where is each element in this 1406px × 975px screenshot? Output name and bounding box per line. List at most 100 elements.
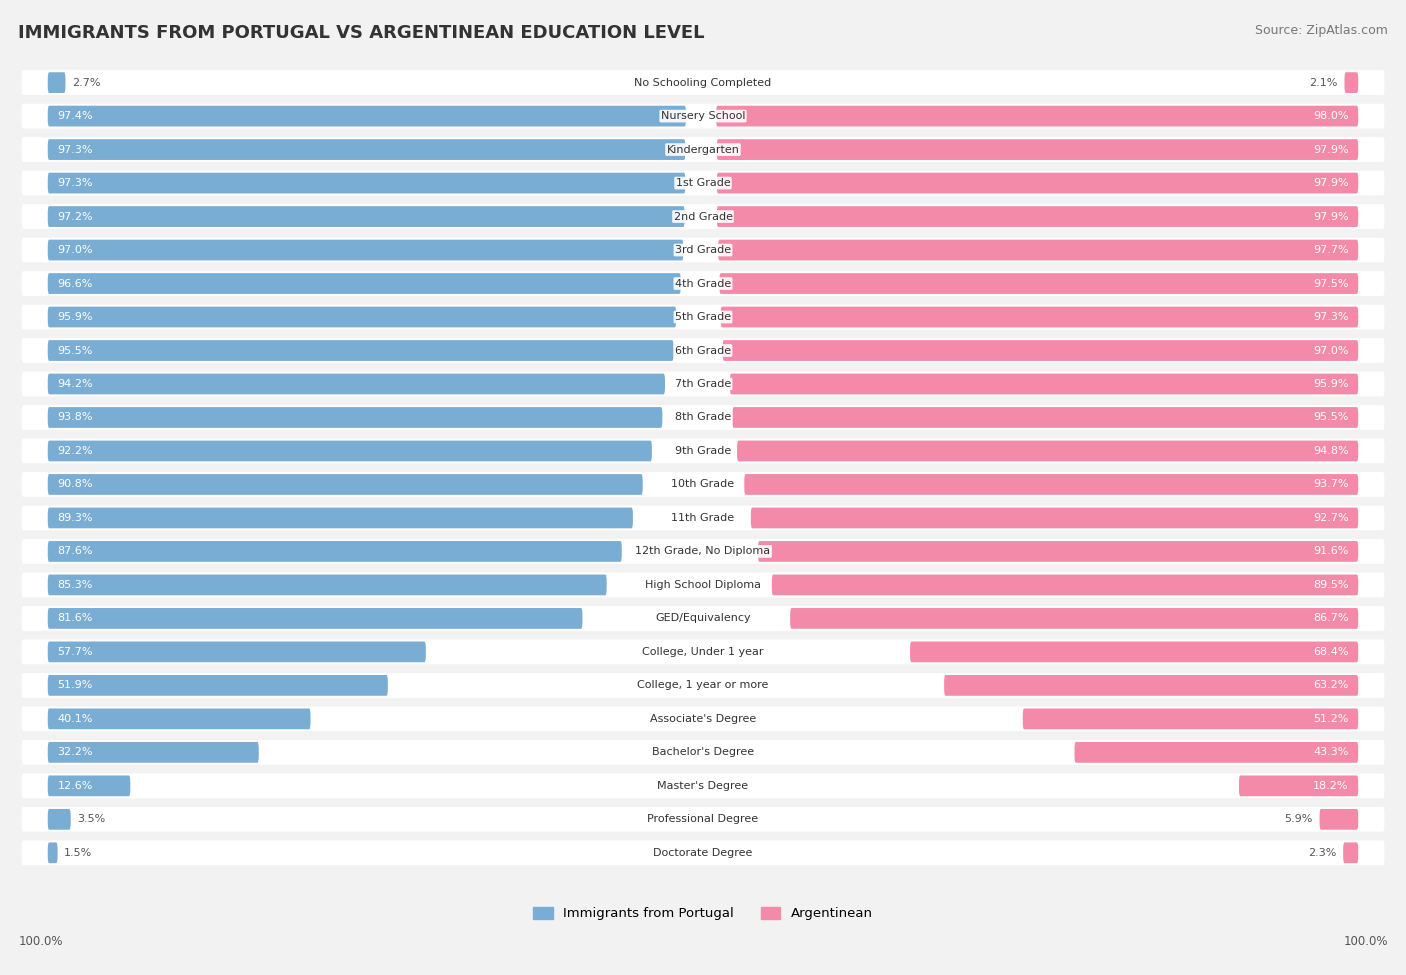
FancyBboxPatch shape [21, 773, 1385, 799]
Text: 95.9%: 95.9% [1313, 379, 1348, 389]
FancyBboxPatch shape [48, 742, 259, 762]
Text: 2nd Grade: 2nd Grade [673, 212, 733, 221]
FancyBboxPatch shape [21, 707, 1385, 731]
Text: 63.2%: 63.2% [1313, 681, 1348, 690]
FancyBboxPatch shape [48, 105, 686, 127]
FancyBboxPatch shape [751, 508, 1358, 528]
Text: 11th Grade: 11th Grade [672, 513, 734, 523]
FancyBboxPatch shape [21, 238, 1385, 262]
FancyBboxPatch shape [21, 338, 1385, 363]
FancyBboxPatch shape [1344, 72, 1358, 93]
FancyBboxPatch shape [717, 139, 1358, 160]
FancyBboxPatch shape [21, 70, 1385, 95]
FancyBboxPatch shape [48, 775, 131, 797]
FancyBboxPatch shape [48, 842, 58, 863]
FancyBboxPatch shape [1320, 809, 1358, 830]
Legend: Immigrants from Portugal, Argentinean: Immigrants from Portugal, Argentinean [527, 902, 879, 925]
FancyBboxPatch shape [21, 572, 1385, 598]
Text: 57.7%: 57.7% [58, 646, 93, 657]
FancyBboxPatch shape [758, 541, 1358, 562]
FancyBboxPatch shape [21, 606, 1385, 631]
Text: 96.6%: 96.6% [58, 279, 93, 289]
Text: Bachelor's Degree: Bachelor's Degree [652, 748, 754, 758]
FancyBboxPatch shape [717, 206, 1358, 227]
FancyBboxPatch shape [730, 373, 1358, 394]
Text: 97.0%: 97.0% [58, 245, 93, 255]
Text: 100.0%: 100.0% [1343, 935, 1388, 948]
Text: 90.8%: 90.8% [58, 480, 93, 489]
Text: College, 1 year or more: College, 1 year or more [637, 681, 769, 690]
Text: 3.5%: 3.5% [77, 814, 105, 824]
FancyBboxPatch shape [48, 541, 621, 562]
Text: 12.6%: 12.6% [58, 781, 93, 791]
FancyBboxPatch shape [21, 439, 1385, 463]
FancyBboxPatch shape [717, 173, 1358, 193]
Text: 100.0%: 100.0% [18, 935, 63, 948]
FancyBboxPatch shape [48, 474, 643, 495]
FancyBboxPatch shape [48, 307, 676, 328]
Text: Kindergarten: Kindergarten [666, 144, 740, 155]
Text: 7th Grade: 7th Grade [675, 379, 731, 389]
Text: 40.1%: 40.1% [58, 714, 93, 723]
Text: 68.4%: 68.4% [1313, 646, 1348, 657]
FancyBboxPatch shape [48, 72, 66, 93]
Text: 97.7%: 97.7% [1313, 245, 1348, 255]
FancyBboxPatch shape [718, 240, 1358, 260]
FancyBboxPatch shape [48, 206, 685, 227]
Text: 4th Grade: 4th Grade [675, 279, 731, 289]
FancyBboxPatch shape [48, 608, 582, 629]
FancyBboxPatch shape [21, 371, 1385, 397]
FancyBboxPatch shape [721, 307, 1358, 328]
Text: 2.7%: 2.7% [72, 78, 100, 88]
FancyBboxPatch shape [48, 373, 665, 394]
FancyBboxPatch shape [1343, 842, 1358, 863]
Text: IMMIGRANTS FROM PORTUGAL VS ARGENTINEAN EDUCATION LEVEL: IMMIGRANTS FROM PORTUGAL VS ARGENTINEAN … [18, 24, 704, 42]
Text: 81.6%: 81.6% [58, 613, 93, 623]
Text: 97.2%: 97.2% [58, 212, 93, 221]
Text: GED/Equivalency: GED/Equivalency [655, 613, 751, 623]
Text: High School Diploma: High School Diploma [645, 580, 761, 590]
Text: Source: ZipAtlas.com: Source: ZipAtlas.com [1254, 24, 1388, 37]
FancyBboxPatch shape [21, 840, 1385, 865]
Text: 92.7%: 92.7% [1313, 513, 1348, 523]
Text: 1st Grade: 1st Grade [676, 178, 730, 188]
FancyBboxPatch shape [790, 608, 1358, 629]
Text: 97.5%: 97.5% [1313, 279, 1348, 289]
FancyBboxPatch shape [48, 508, 633, 528]
Text: 97.4%: 97.4% [58, 111, 93, 121]
Text: 97.3%: 97.3% [58, 178, 93, 188]
FancyBboxPatch shape [1022, 709, 1358, 729]
FancyBboxPatch shape [772, 574, 1358, 596]
FancyBboxPatch shape [21, 472, 1385, 497]
Text: 87.6%: 87.6% [58, 546, 93, 557]
Text: 51.9%: 51.9% [58, 681, 93, 690]
Text: Doctorate Degree: Doctorate Degree [654, 848, 752, 858]
FancyBboxPatch shape [716, 105, 1358, 127]
FancyBboxPatch shape [21, 271, 1385, 296]
Text: College, Under 1 year: College, Under 1 year [643, 646, 763, 657]
Text: 1.5%: 1.5% [65, 848, 93, 858]
FancyBboxPatch shape [48, 139, 685, 160]
Text: 94.8%: 94.8% [1313, 446, 1348, 456]
Text: 91.6%: 91.6% [1313, 546, 1348, 557]
Text: 95.5%: 95.5% [1313, 412, 1348, 422]
Text: Professional Degree: Professional Degree [647, 814, 759, 824]
Text: 10th Grade: 10th Grade [672, 480, 734, 489]
FancyBboxPatch shape [733, 408, 1358, 428]
Text: 98.0%: 98.0% [1313, 111, 1348, 121]
Text: Associate's Degree: Associate's Degree [650, 714, 756, 723]
Text: 93.7%: 93.7% [1313, 480, 1348, 489]
Text: 2.3%: 2.3% [1308, 848, 1337, 858]
FancyBboxPatch shape [21, 640, 1385, 664]
FancyBboxPatch shape [21, 807, 1385, 832]
Text: 5th Grade: 5th Grade [675, 312, 731, 322]
FancyBboxPatch shape [21, 204, 1385, 229]
Text: 97.3%: 97.3% [1313, 312, 1348, 322]
Text: 2.1%: 2.1% [1309, 78, 1339, 88]
Text: 89.5%: 89.5% [1313, 580, 1348, 590]
FancyBboxPatch shape [21, 137, 1385, 162]
FancyBboxPatch shape [48, 574, 606, 596]
Text: Nursery School: Nursery School [661, 111, 745, 121]
FancyBboxPatch shape [48, 340, 673, 361]
FancyBboxPatch shape [21, 506, 1385, 530]
